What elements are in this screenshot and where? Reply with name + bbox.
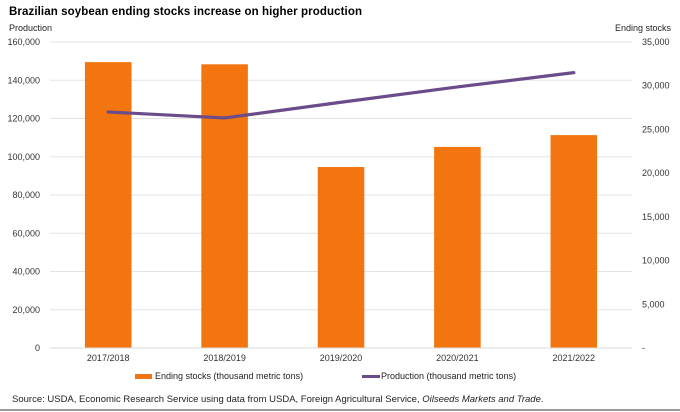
legend: Ending stocks (thousand metric tons) Pro…	[0, 371, 680, 385]
right-axis-ticks: - 5,000 10,000 15,000 20,000 25,000 30,000 35,0…	[642, 37, 670, 353]
chart-plot: 0 20,000 40,000 60,000 80,000 100,000 120,000 1…	[7, 37, 670, 363]
legend-swatch-bar	[135, 373, 152, 379]
right-tick-label: 35,000	[642, 37, 670, 47]
chart-title: Brazilian soybean ending stocks increase…	[9, 6, 363, 18]
right-tick-label: -	[642, 343, 645, 353]
legend-label: Production (thousand metric tons)	[381, 371, 517, 381]
right-tick-label: 5,000	[642, 299, 665, 309]
right-tick-label: 20,000	[642, 168, 670, 178]
bar-ending-stocks	[550, 135, 598, 348]
left-axis-title: Production	[9, 23, 53, 33]
bottom-divider	[0, 409, 680, 411]
legend-label: Ending stocks (thousand metric tons)	[155, 371, 304, 381]
left-tick-label: 60,000	[12, 228, 40, 238]
right-tick-label: 10,000	[642, 256, 670, 266]
source-suffix: .	[540, 394, 544, 405]
x-tick-label: 2020/2021	[436, 353, 479, 363]
left-tick-label: 140,000	[7, 75, 40, 85]
right-axis-title: Ending stocks	[614, 23, 671, 33]
left-tick-label: 40,000	[12, 267, 40, 277]
x-tick-label: 2017/2018	[87, 353, 130, 363]
left-tick-label: 80,000	[12, 190, 40, 200]
line-production	[106, 70, 576, 120]
right-tick-label: 25,000	[642, 124, 670, 134]
bar-series	[84, 62, 598, 349]
left-tick-label: 20,000	[12, 305, 40, 315]
line-series	[106, 70, 576, 120]
left-axis-ticks: 0 20,000 40,000 60,000 80,000 100,000 120,000 1…	[7, 37, 40, 353]
x-axis-ticks: 2017/2018 2018/2019 2019/2020 2020/2021 2021…	[87, 353, 595, 363]
bar-ending-stocks	[317, 167, 365, 348]
legend-swatch-line	[362, 374, 380, 378]
legend-item-ending-stocks: Ending stocks (thousand metric tons)	[135, 371, 303, 381]
x-tick-label: 2021/2022	[553, 353, 596, 363]
right-tick-label: 15,000	[642, 212, 670, 222]
left-tick-label: 0	[35, 343, 40, 353]
source-publication: Oilseeds Markets and Trade	[422, 394, 541, 405]
source-note: Source: USDA, Economic Research Service …	[12, 394, 544, 405]
x-tick-label: 2019/2020	[320, 353, 363, 363]
source-text: Source: USDA, Economic Research Service …	[12, 394, 423, 405]
bar-ending-stocks	[434, 146, 481, 348]
left-tick-label: 120,000	[7, 114, 40, 124]
bar-ending-stocks	[84, 62, 132, 348]
left-tick-label: 160,000	[7, 37, 40, 47]
bar-ending-stocks	[201, 64, 248, 349]
x-tick-label: 2018/2019	[203, 353, 246, 363]
left-tick-label: 100,000	[7, 152, 40, 162]
legend-item-production: Production (thousand metric tons)	[362, 371, 516, 381]
gridlines	[50, 41, 632, 311]
right-tick-label: 30,000	[642, 81, 670, 91]
